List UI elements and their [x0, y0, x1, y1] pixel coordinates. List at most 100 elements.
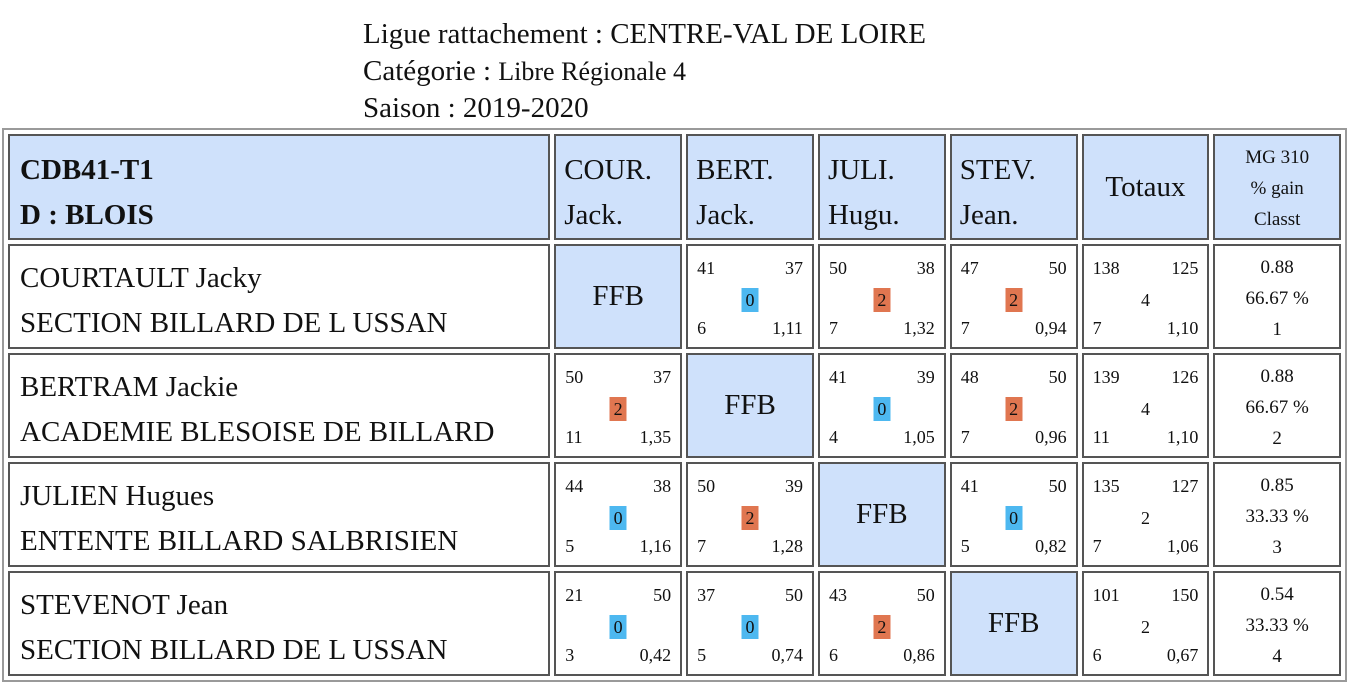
match-points-badge: 0 [1005, 506, 1023, 530]
ligue-line: Ligue rattachement : CENTRE-VAL DE LOIRE [363, 16, 926, 53]
match-innings: 6 [828, 645, 838, 665]
match-distance: 50 [1048, 258, 1067, 278]
mg-value: 0.85 [1260, 475, 1294, 496]
total-innings: 7 [1092, 318, 1102, 338]
column-header-line2: Hugu. [827, 199, 900, 231]
results-table: CDB41-T1 D : BLOIS COUR. Jack. BERT. Jack.… [2, 128, 1347, 682]
match-points-badge: 0 [609, 615, 627, 639]
match-score: 41 [697, 258, 716, 278]
gain-percent: 33.33 % [1245, 506, 1309, 527]
mg-header-line1: MG 310 [1245, 147, 1310, 168]
match-distance: 38 [916, 258, 935, 278]
column-header-line2: Jack. [564, 199, 623, 231]
match-distance: 50 [916, 585, 935, 605]
match-distance: 50 [1048, 367, 1067, 387]
match-distance: 39 [784, 476, 803, 496]
table-row: BERTRAM Jackie ACADEMIE BLESOISE DE BILLA… [8, 353, 1341, 458]
match-innings: 5 [697, 645, 707, 665]
match-score: 37 [697, 585, 716, 605]
match-score: 41 [828, 367, 847, 387]
team-header: CDB41-T1 D : BLOIS [8, 134, 551, 240]
total-innings: 7 [1092, 536, 1102, 556]
player-club: SECTION BILLARD DE L USSAN [20, 634, 448, 666]
player-name: STEVENOT Jean [20, 589, 229, 621]
table-row: COURTAULT Jacky SECTION BILLARD DE L USSA… [8, 244, 1341, 349]
ffb-cell: FFB [686, 353, 814, 458]
total-average: 0,67 [1166, 645, 1199, 665]
team-code: CDB41-T1 [20, 154, 154, 186]
match-innings: 7 [960, 427, 970, 447]
player-cell: COURTAULT Jacky SECTION BILLARD DE L USSA… [8, 244, 551, 349]
rank-value: 2 [1272, 428, 1282, 449]
match-innings: 7 [697, 536, 707, 556]
match-score: 44 [565, 476, 584, 496]
match-innings: 4 [828, 427, 838, 447]
gain-percent: 33.33 % [1245, 615, 1309, 636]
total-score: 135 [1092, 476, 1120, 496]
total-score: 139 [1092, 367, 1120, 387]
stats-cell: 0.88 66.67 % 2 [1213, 353, 1341, 458]
match-average: 0,74 [771, 645, 803, 665]
match-cell: 50 39 2 7 1,28 [686, 462, 814, 567]
column-header-line2: Jean. [959, 199, 1019, 231]
match-distance: 50 [653, 585, 672, 605]
match-cell: 50 37 2 11 1,35 [554, 353, 683, 458]
stats-cell: 0.88 66.67 % 1 [1213, 244, 1341, 349]
match-score: 50 [828, 258, 847, 278]
mg-value: 0.54 [1260, 584, 1294, 605]
table-header-row: CDB41-T1 D : BLOIS COUR. Jack. BERT. Jack.… [8, 134, 1341, 240]
match-points-badge: 0 [609, 506, 627, 530]
table-row: STEVENOT Jean SECTION BILLARD DE L USSAN 2… [8, 571, 1341, 676]
league-header: Ligue rattachement : CENTRE-VAL DE LOIRE… [363, 16, 926, 127]
match-cell: 21 50 0 3 0,42 [554, 571, 683, 676]
totals-cell: 139 126 4 11 1,10 [1081, 353, 1210, 458]
rank-value: 3 [1272, 537, 1282, 558]
match-average: 0,94 [1035, 318, 1067, 338]
total-points: 2 [1140, 617, 1150, 637]
match-average: 1,35 [639, 427, 672, 447]
column-header-player: COUR. Jack. [554, 134, 683, 240]
column-header-line1: STEV. [959, 154, 1036, 186]
match-score: 50 [697, 476, 716, 496]
table-row: JULIEN Hugues ENTENTE BILLARD SALBRISIEN 4… [8, 462, 1341, 567]
player-name: JULIEN Hugues [20, 480, 215, 512]
match-score: 50 [565, 367, 584, 387]
saison-label: Saison : [363, 92, 456, 124]
column-header-line1: COUR. [564, 154, 653, 186]
match-score: 48 [960, 367, 979, 387]
match-distance: 37 [784, 258, 803, 278]
total-score: 138 [1092, 258, 1120, 278]
match-cell: 48 50 2 7 0,96 [949, 353, 1078, 458]
gain-percent: 66.67 % [1245, 397, 1309, 418]
gain-percent: 66.67 % [1245, 288, 1309, 309]
match-points-badge: 2 [1005, 288, 1023, 312]
match-average: 0,96 [1035, 427, 1067, 447]
match-average: 1,11 [772, 318, 803, 338]
total-innings: 6 [1092, 645, 1102, 665]
match-average: 1,16 [639, 536, 672, 556]
total-distance: 125 [1171, 258, 1199, 278]
mg-header: MG 310 % gain Classt [1213, 134, 1341, 240]
player-cell: JULIEN Hugues ENTENTE BILLARD SALBRISIEN [8, 462, 551, 567]
match-points-badge: 0 [741, 615, 759, 639]
match-average: 1,32 [903, 318, 935, 338]
match-average: 0,82 [1035, 536, 1067, 556]
match-points-badge: 2 [609, 397, 627, 421]
total-points: 2 [1140, 508, 1150, 528]
mg-header-line2: % gain [1250, 178, 1304, 199]
player-club: ACADEMIE BLESOISE DE BILLARD [20, 416, 495, 448]
match-cell: 41 37 0 6 1,11 [686, 244, 814, 349]
total-average: 1,10 [1166, 318, 1199, 338]
match-average: 0,42 [639, 645, 672, 665]
match-distance: 39 [916, 367, 935, 387]
total-distance: 150 [1171, 585, 1199, 605]
match-innings: 5 [960, 536, 970, 556]
column-header-player: STEV. Jean. [949, 134, 1078, 240]
total-score: 101 [1092, 585, 1120, 605]
match-average: 1,28 [771, 536, 803, 556]
match-points-badge: 0 [873, 397, 891, 421]
column-header-line1: JULI. [827, 154, 895, 186]
match-innings: 7 [828, 318, 838, 338]
totals-cell: 101 150 2 6 0,67 [1081, 571, 1210, 676]
match-cell: 44 38 0 5 1,16 [554, 462, 683, 567]
